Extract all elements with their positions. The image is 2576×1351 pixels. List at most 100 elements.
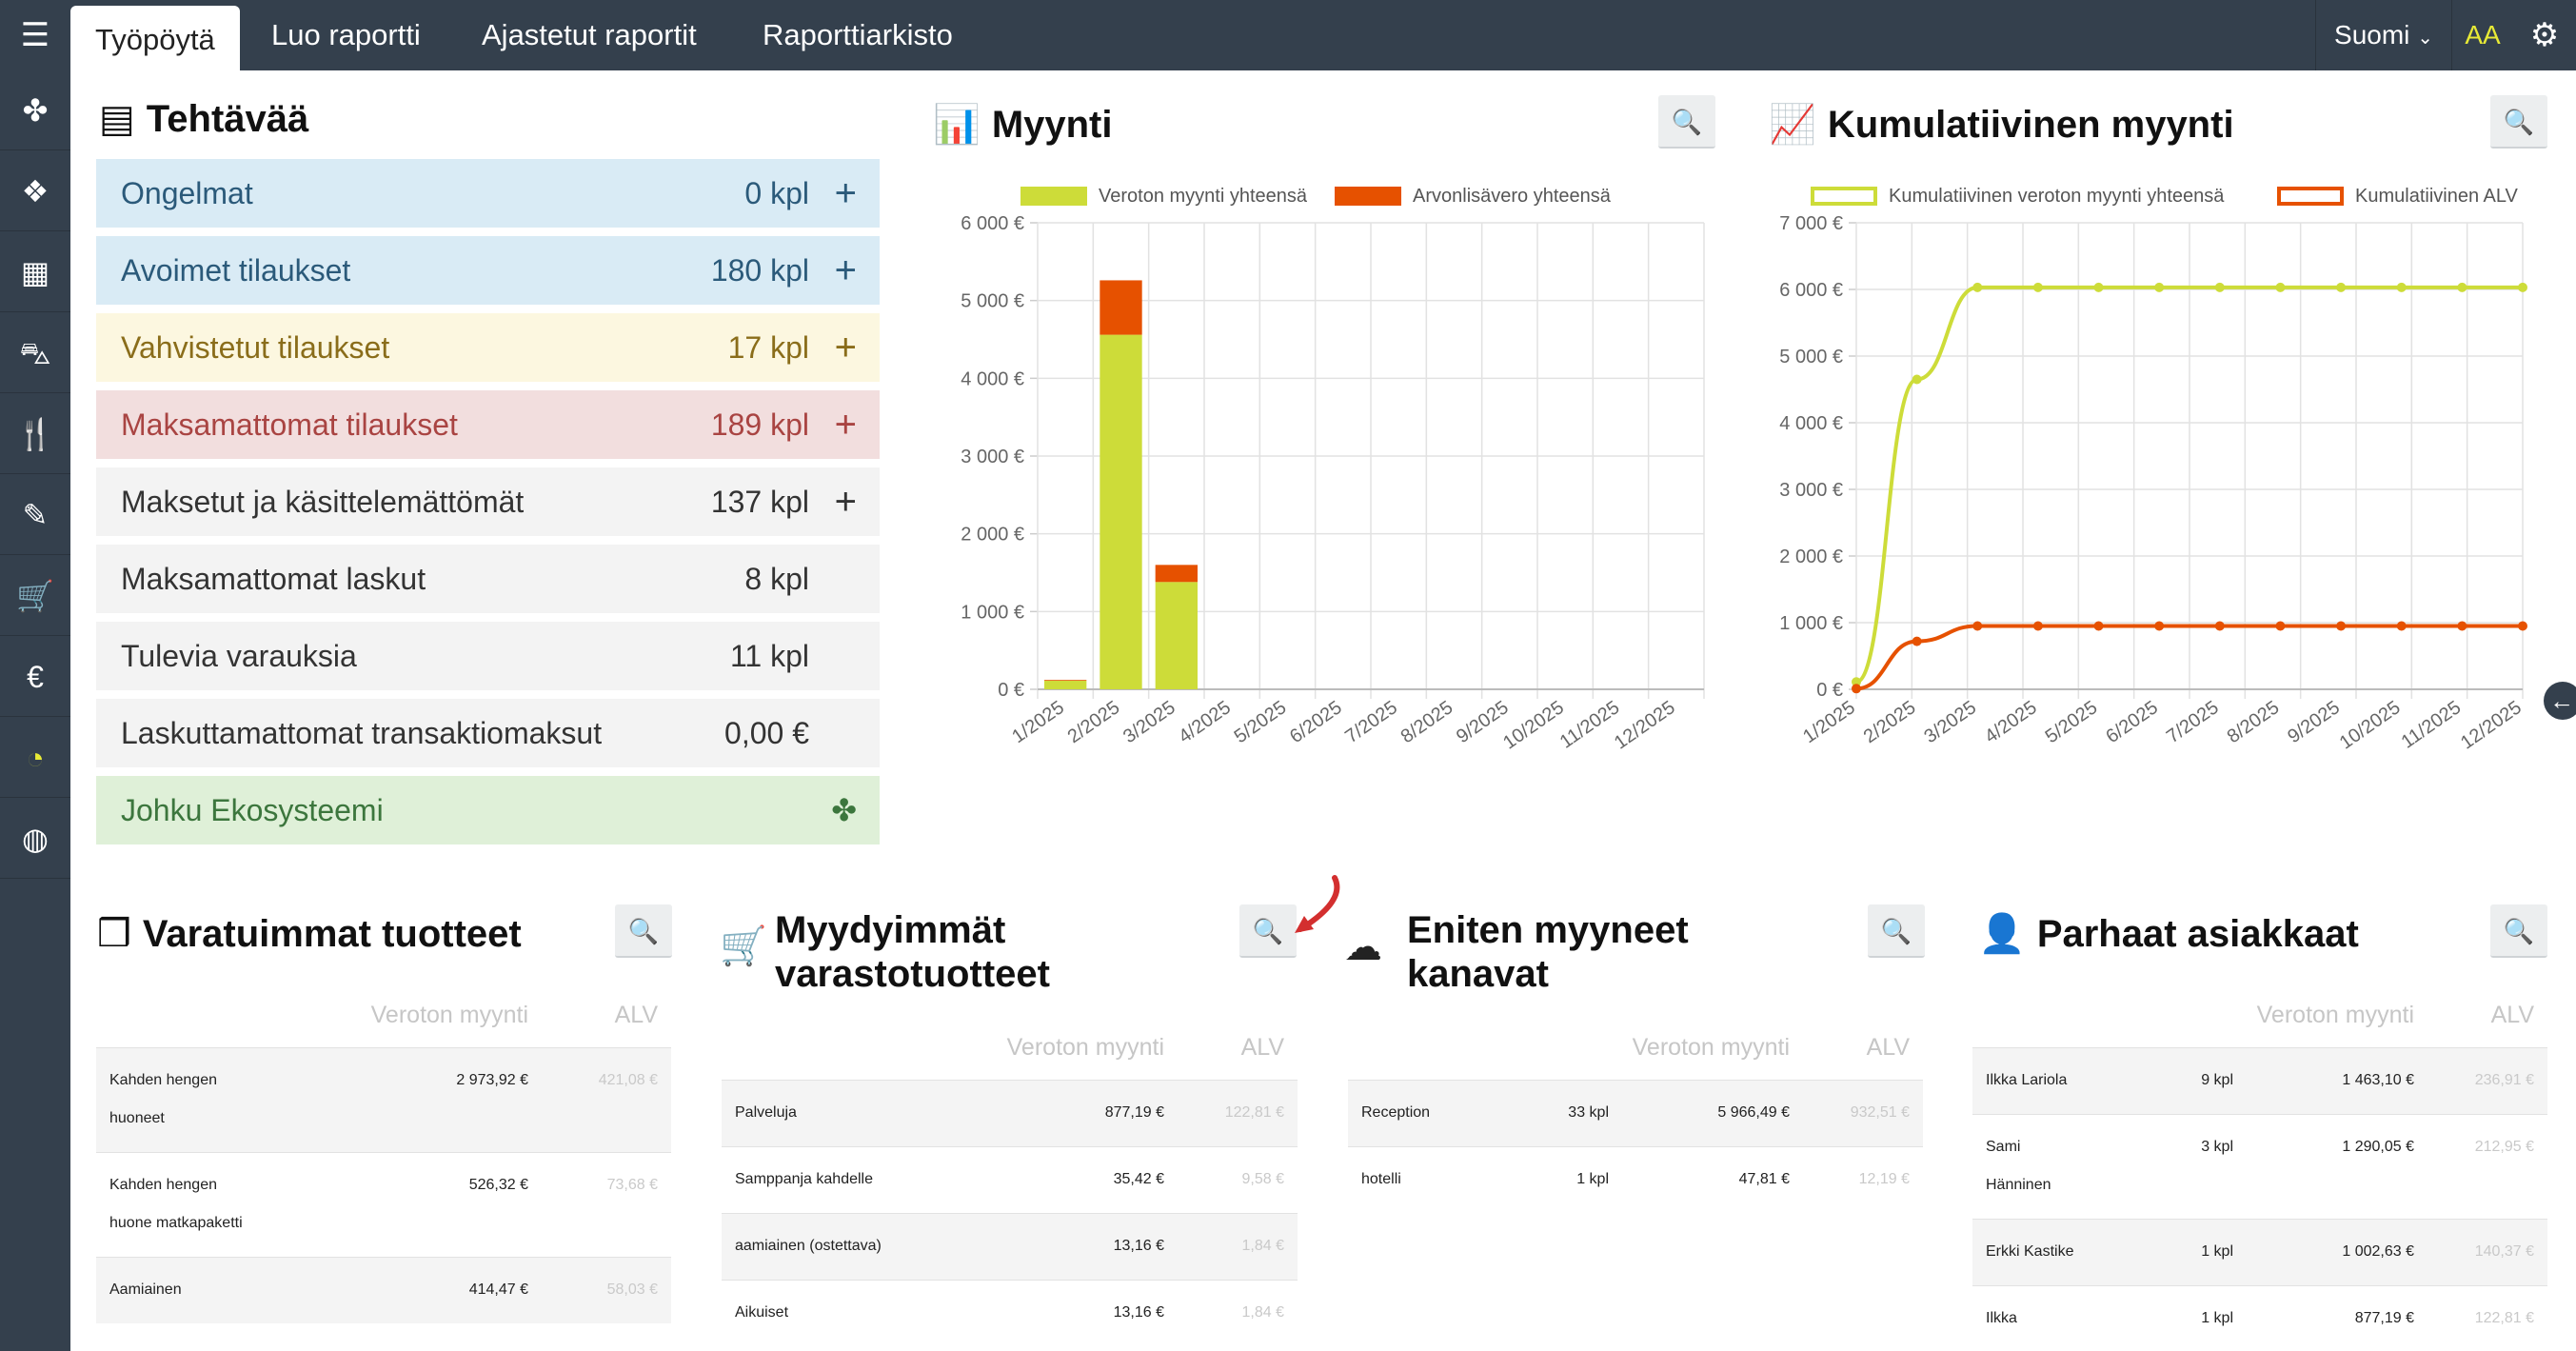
x-tick-label: 10/2025 xyxy=(1499,697,1568,753)
plus-icon[interactable]: + xyxy=(834,404,857,446)
table-row[interactable]: Ilkka Lariola 9 kpl 1 463,10 € 236,91 € xyxy=(1972,1047,2547,1114)
x-tick-label: 4/2025 xyxy=(1981,697,2041,747)
x-tick-label: 3/2025 xyxy=(1120,697,1179,747)
server-icon: ▤ xyxy=(99,98,135,140)
top-navigation-bar: ☰ Työpöytä Luo raportti Ajastetut raport… xyxy=(0,0,2576,70)
y-tick-label: 6 000 € xyxy=(961,213,1024,234)
table-row[interactable]: Aamiainen 414,47 € 58,03 € xyxy=(96,1257,671,1323)
restaurant-icon[interactable]: 🍴 xyxy=(0,394,70,474)
cart-plus-icon: 🛒 xyxy=(720,925,767,967)
ecosystem-icon[interactable]: ✤ xyxy=(0,70,70,150)
gear-icon[interactable]: ⚙ xyxy=(2529,17,2560,53)
sales-chart-zoom-button[interactable]: 🔍 xyxy=(1658,95,1715,149)
plus-icon[interactable]: + xyxy=(834,327,857,368)
data-point xyxy=(1972,621,1983,631)
x-tick-label: 3/2025 xyxy=(1920,697,1980,747)
cumulative-chart-zoom-button[interactable]: 🔍 xyxy=(2490,95,2547,149)
data-point xyxy=(2518,282,2527,292)
ecosystem-icon: ✤ xyxy=(831,793,857,827)
legend-item: Veroton myynti yhteensä xyxy=(1020,186,1308,207)
tab-tyopoyta[interactable]: Työpöytä xyxy=(70,6,240,70)
table-row[interactable]: aamiainen (ostettava) 13,16 € 1,84 € xyxy=(722,1213,1298,1280)
tab-luo-raportti[interactable]: Luo raportti xyxy=(271,18,421,51)
language-selector[interactable]: Suomi ⌄ xyxy=(2315,0,2452,70)
task-row[interactable]: Maksetut ja käsittelemättömät 137 kpl + xyxy=(96,467,880,536)
y-tick-label: 0 € xyxy=(1816,680,1843,701)
top-customers-zoom-button[interactable]: 🔍 xyxy=(2490,904,2547,958)
table-row[interactable]: Aikuiset 13,16 € 1,84 € xyxy=(722,1280,1298,1346)
plus-icon[interactable]: + xyxy=(834,172,857,214)
hamburger-menu-icon[interactable]: ☰ xyxy=(20,17,50,53)
column-header-sales: Veroton myynti xyxy=(370,1002,528,1028)
collapse-arrow-icon[interactable]: ← xyxy=(2544,682,2576,720)
task-count: 0,00 € xyxy=(724,716,809,750)
dashboard-icon[interactable]: ◔ xyxy=(0,718,70,798)
column-header-vat: ALV xyxy=(1240,1034,1284,1061)
tab-ajastetut-raportit[interactable]: Ajastetut raportit xyxy=(482,18,697,51)
task-row[interactable]: Vahvistetut tilaukset 17 kpl + xyxy=(96,313,880,382)
top-stock-zoom-button[interactable]: 🔍 xyxy=(1239,904,1297,958)
cumulative-chart-heading: 📈 Kumulatiivinen myynti xyxy=(1769,103,2234,147)
table-row[interactable]: Kahden hengen huoneet 2 973,92 € 421,08 € xyxy=(96,1047,671,1152)
x-tick-label: 4/2025 xyxy=(1175,697,1235,747)
table-row[interactable]: Sami Hänninen 3 kpl 1 290,05 € 212,95 € xyxy=(1972,1114,2547,1219)
task-count: 0 kpl xyxy=(744,176,809,210)
table-row[interactable]: Erkki Kastike 1 kpl 1 002,63 € 140,37 € xyxy=(1972,1219,2547,1285)
row-name: Palveluja xyxy=(735,1104,797,1121)
table-row[interactable]: Kahden hengen huone matkapaketti 526,32 € 7… xyxy=(96,1152,671,1257)
row-name-line1: Aamiainen xyxy=(109,1281,182,1298)
table-row[interactable]: Samppanja kahdelle 35,42 € 9,58 € xyxy=(722,1146,1298,1213)
plus-icon[interactable]: + xyxy=(834,249,857,291)
user-avatar[interactable]: AA xyxy=(2465,20,2501,50)
task-label: Laskuttamattomat transaktiomaksut xyxy=(121,716,603,750)
row-name: Ilkka xyxy=(1986,1300,2017,1338)
row-sales: 13,16 € xyxy=(1113,1238,1164,1254)
products-icon[interactable]: ❖ xyxy=(0,151,70,231)
table-row[interactable]: Reception 33 kpl 5 966,49 € 932,51 € xyxy=(1348,1080,1923,1146)
x-tick-label: 11/2025 xyxy=(2398,697,2466,753)
column-header-vat: ALV xyxy=(614,1002,658,1028)
row-sales: 877,19 € xyxy=(1104,1104,1164,1121)
table-row[interactable]: Palveluja 877,19 € 122,81 € xyxy=(722,1080,1298,1146)
y-tick-label: 5 000 € xyxy=(1779,347,1843,368)
brush-icon[interactable]: ✎ xyxy=(0,475,70,555)
task-row[interactable]: Ongelmat 0 kpl + xyxy=(96,159,880,228)
euro-icon[interactable]: € xyxy=(0,637,70,717)
task-row[interactable]: Maksamattomat tilaukset 189 kpl + xyxy=(96,390,880,459)
task-row[interactable]: Maksamattomat laskut 8 kpl xyxy=(96,545,880,613)
task-row[interactable]: Tulevia varauksia 11 kpl xyxy=(96,622,880,690)
top-booked-title: Varatuimmat tuotteet xyxy=(142,913,522,955)
task-row[interactable]: Laskuttamattomat transaktiomaksut 0,00 € xyxy=(96,699,880,767)
data-point xyxy=(2275,621,2286,631)
data-point xyxy=(2093,621,2104,631)
legend-label: Kumulatiivinen veroton myynti yhteensä xyxy=(1889,186,2225,207)
top-stock-title-line1: Myydyimmät xyxy=(775,909,1006,951)
cart-icon[interactable]: 🛒 xyxy=(0,556,70,636)
data-point xyxy=(2154,621,2165,631)
table-row[interactable]: hotelli 1 kpl 47,81 € 12,19 € xyxy=(1348,1146,1923,1213)
task-row[interactable]: Johku Ekosysteemi ✤ xyxy=(96,776,880,844)
legend-item: Kumulatiivinen ALV xyxy=(2277,186,2519,207)
row-quantity: 33 kpl xyxy=(1568,1104,1609,1121)
plus-icon[interactable]: + xyxy=(834,481,857,523)
row-vat: 122,81 € xyxy=(1224,1104,1284,1121)
top-booked-zoom-button[interactable]: 🔍 xyxy=(615,904,672,958)
row-vat: 932,51 € xyxy=(1850,1104,1910,1121)
bar xyxy=(1155,582,1198,689)
globe-icon[interactable]: ◍ xyxy=(0,799,70,879)
task-row[interactable]: Avoimet tilaukset 180 kpl + xyxy=(96,236,880,305)
calendar-icon[interactable]: ▦ xyxy=(0,232,70,312)
y-tick-label: 6 000 € xyxy=(1779,280,1843,301)
zoom-icon: 🔍 xyxy=(1671,108,1703,136)
y-tick-label: 1 000 € xyxy=(961,602,1024,623)
row-name: Kahden hengen huone matkapaketti xyxy=(109,1166,243,1242)
top-channels-heading: Eniten myyneet kanavat xyxy=(1407,908,1689,996)
data-point xyxy=(2396,282,2407,292)
top-channels-zoom-button[interactable]: 🔍 xyxy=(1868,904,1925,958)
car-icon[interactable]: ⛍ xyxy=(0,313,70,393)
x-tick-label: 2/2025 xyxy=(1860,697,1920,747)
table-row[interactable]: Ilkka 1 kpl 877,19 € 122,81 € xyxy=(1972,1285,2547,1351)
row-sales: 414,47 € xyxy=(468,1281,528,1298)
legend-label: Kumulatiivinen ALV xyxy=(2355,186,2519,207)
tab-raporttiarkisto[interactable]: Raporttiarkisto xyxy=(763,18,953,51)
